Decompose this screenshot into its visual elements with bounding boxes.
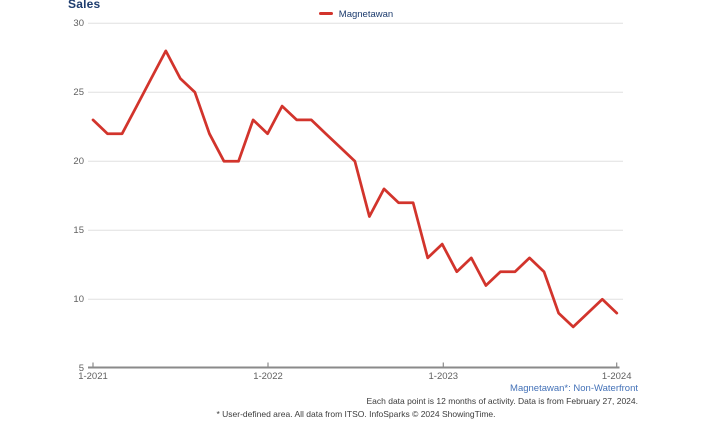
y-axis-tick-25: 25 bbox=[73, 86, 84, 98]
y-axis-tick-30: 30 bbox=[73, 17, 84, 29]
chart-title: Sales bbox=[68, 0, 101, 11]
chart-legend: Magnetawan bbox=[0, 7, 712, 21]
y-axis-tick-5: 5 bbox=[78, 362, 84, 374]
x-axis-tick-2023: 1-2023 bbox=[428, 371, 459, 382]
legend-label: Magnetawan bbox=[338, 9, 394, 20]
x-axis-tick-2024: 1-2024 bbox=[601, 371, 632, 382]
x-axis-tick-2022: 1-2022 bbox=[253, 371, 283, 382]
y-axis-tick-10: 10 bbox=[73, 293, 84, 305]
y-axis-tick-15: 15 bbox=[73, 224, 84, 236]
data-point-note: Each data point is 12 months of activity… bbox=[366, 396, 638, 406]
series-definition-note: Magnetawan*: Non-Waterfront bbox=[510, 383, 638, 394]
attribution-note: * User-defined area. All data from ITSO.… bbox=[216, 409, 496, 419]
x-axis-tick-2021: 1-2021 bbox=[78, 371, 108, 382]
legend-line-swatch bbox=[318, 12, 333, 15]
y-axis-tick-20: 20 bbox=[73, 155, 84, 167]
series-line-magnetawan[interactable] bbox=[91, 49, 619, 329]
legend-item-magnetawan[interactable]: Magnetawan bbox=[318, 7, 394, 21]
